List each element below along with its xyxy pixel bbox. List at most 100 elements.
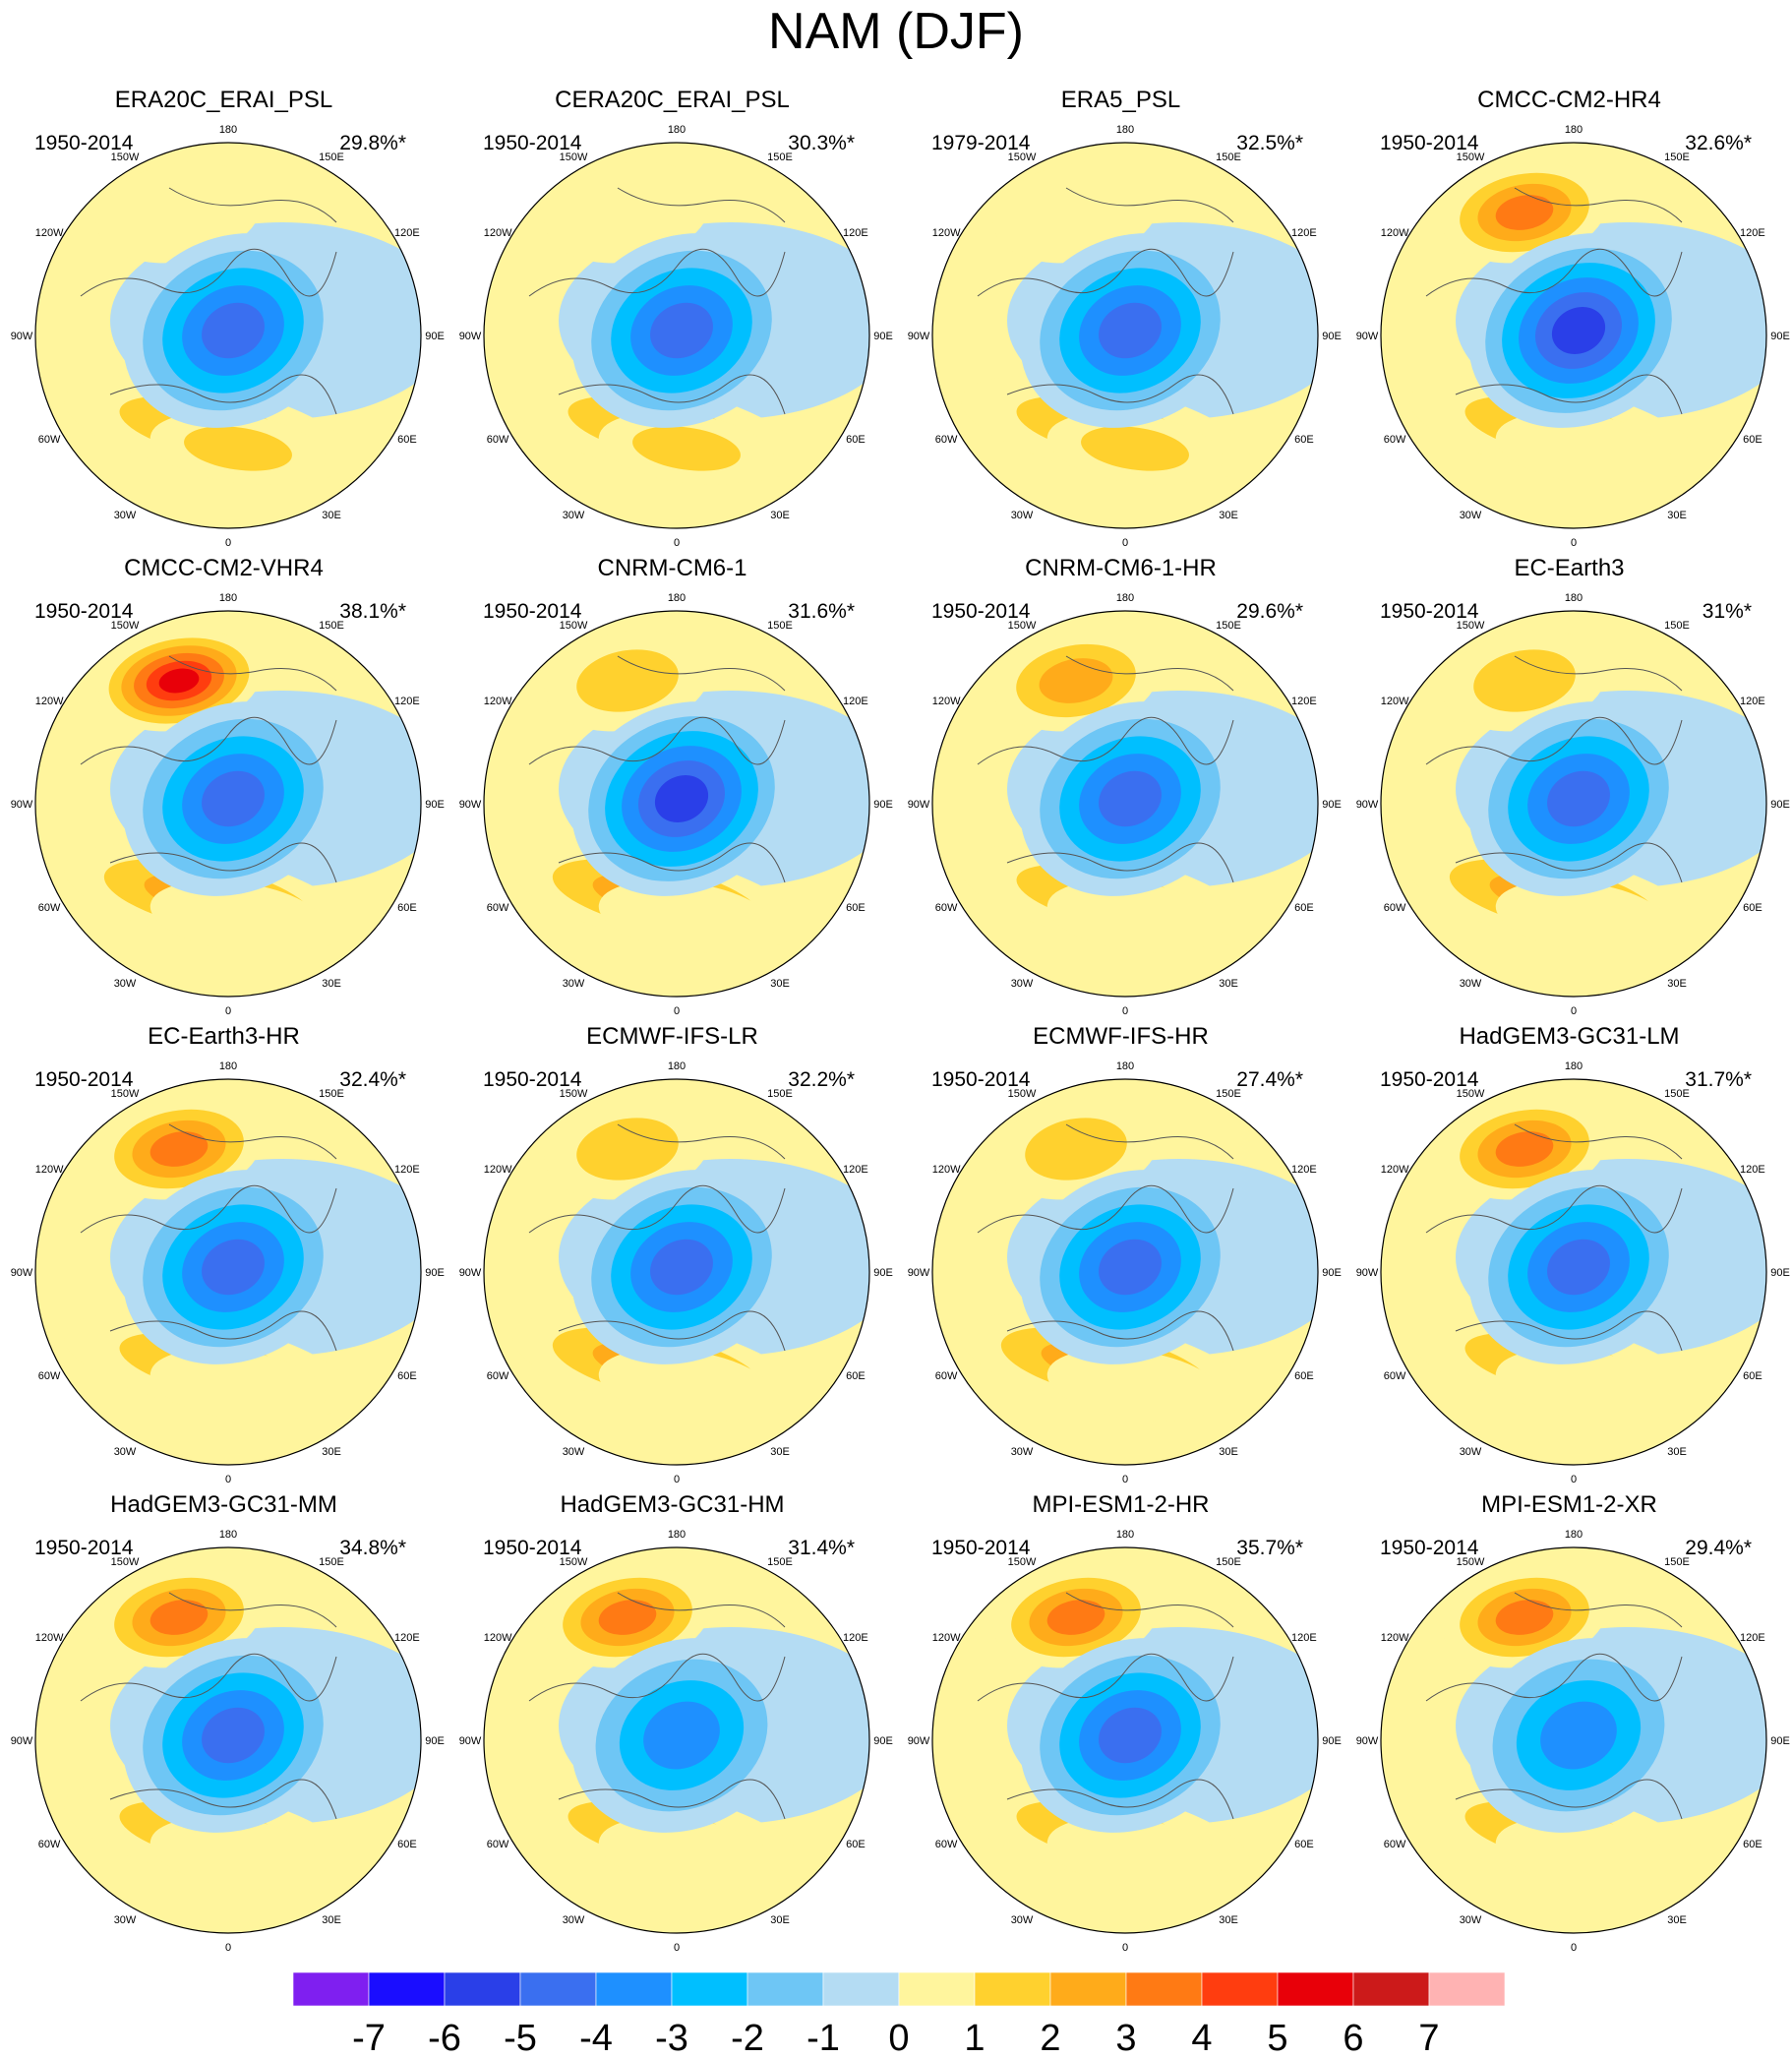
- longitude-label: 150E: [767, 1556, 793, 1568]
- pacific-high-contour-6: [158, 668, 200, 694]
- europe-high-contour-2: [184, 426, 292, 471]
- longitude-label: 150E: [1216, 151, 1241, 163]
- longitude-label: 30E: [770, 1914, 790, 1926]
- longitude-label: 30E: [770, 978, 790, 990]
- colorbar-swatch: [747, 1972, 824, 2006]
- map-panel: 180 150E 120E 90E 60E 30E 0 30W 60W 90W 120W 150W CN…: [448, 468, 896, 1017]
- colorbar-swatch: [519, 1972, 597, 2006]
- longitude-label: 180: [219, 592, 237, 604]
- panel-variance: 34.8%*: [339, 1537, 406, 1559]
- longitude-label: 90E: [1322, 331, 1342, 342]
- longitude-label: 90E: [873, 1267, 893, 1279]
- europe-high-contour-2: [1081, 426, 1189, 471]
- longitude-label: 60E: [397, 902, 417, 914]
- map-panel: 180 150E 120E 90E 60E 30E 0 30W 60W 90W 120W 150W CM…: [1345, 0, 1792, 549]
- coastlines: [80, 1123, 337, 1352]
- longitude-label: 90W: [11, 331, 33, 342]
- polar-map: 180 150E 120E 90E 60E 30E 0 30W 60W 90W 120W 150W: [1356, 124, 1790, 549]
- longitude-label: 30E: [1219, 978, 1238, 990]
- longitude-label: 60E: [1294, 434, 1314, 446]
- longitude-label: 90E: [425, 1267, 445, 1279]
- map-border: [931, 1078, 1319, 1466]
- longitude-label: 30E: [1219, 510, 1238, 521]
- longitude-label: 90E: [873, 799, 893, 811]
- colorbar-swatch: [444, 1972, 521, 2006]
- panel-period: 1950-2014: [1380, 600, 1479, 623]
- longitude-label: 60W: [935, 434, 958, 446]
- longitude-label: 180: [219, 1060, 237, 1072]
- longitude-label: 120W: [484, 227, 512, 239]
- coastlines: [528, 187, 786, 415]
- longitude-label: 90W: [908, 1735, 930, 1747]
- pacific-high-contour-4: [598, 1600, 657, 1635]
- longitude-label: 0: [674, 537, 680, 549]
- longitude-label: 30E: [1667, 510, 1687, 521]
- arctic-low-contour-5: [202, 770, 265, 827]
- polar-map: 180 150E 120E 90E 60E 30E 0 30W 60W 90W 120W 150W: [459, 1060, 893, 1485]
- longitude-label: 150E: [767, 151, 793, 163]
- longitude-label: 60W: [38, 1370, 61, 1382]
- longitude-label: 30W: [114, 1446, 137, 1458]
- longitude-label: 60E: [1743, 1370, 1762, 1382]
- longitude-label: 150W: [1457, 151, 1485, 163]
- longitude-label: 90W: [1356, 331, 1379, 342]
- longitude-label: 120W: [932, 227, 961, 239]
- longitude-label: 90W: [1356, 799, 1379, 811]
- map-panel: 180 150E 120E 90E 60E 30E 0 30W 60W 90W 120W 150W EC…: [1345, 468, 1792, 1017]
- coastlines: [528, 1592, 786, 1820]
- longitude-label: 150E: [767, 1088, 793, 1100]
- longitude-label: 30E: [770, 510, 790, 521]
- polar-map: 180 150E 120E 90E 60E 30E 0 30W 60W 90W 120W 150W: [1356, 1060, 1790, 1485]
- panel-title: MPI-ESM1-2-HR: [1032, 1491, 1210, 1518]
- longitude-label: 60W: [487, 434, 509, 446]
- longitude-label: 0: [674, 1474, 680, 1485]
- arctic-low-contour-5: [1099, 1707, 1162, 1764]
- arctic-low-contour-5: [1099, 302, 1162, 359]
- longitude-label: 60W: [1384, 1370, 1406, 1382]
- map-border: [34, 142, 422, 529]
- panel-title: EC-Earth3: [1514, 555, 1625, 581]
- colorbar-label: -4: [579, 2018, 613, 2059]
- map-border: [1380, 1546, 1767, 1934]
- colorbar-swatch: [293, 1972, 370, 2006]
- longitude-label: 120E: [394, 227, 420, 239]
- panel-variance: 27.4%*: [1236, 1068, 1303, 1091]
- panel-period: 1950-2014: [931, 1537, 1031, 1559]
- longitude-label: 60E: [1743, 434, 1762, 446]
- longitude-label: 60W: [487, 1370, 509, 1382]
- panel-variance: 29.8%*: [339, 132, 406, 154]
- longitude-label: 150E: [319, 1088, 344, 1100]
- coastlines: [977, 655, 1234, 883]
- longitude-label: 90W: [459, 331, 482, 342]
- europe-high-contour-1: [598, 1349, 775, 1422]
- colorbar-swatch: [898, 1972, 976, 2006]
- panel-title: HadGEM3-GC31-MM: [110, 1491, 337, 1518]
- longitude-label: 60W: [1384, 1839, 1406, 1850]
- longitude-label: 120W: [35, 227, 64, 239]
- longitude-label: 120W: [35, 1164, 64, 1176]
- colorbar-swatch: [1277, 1972, 1354, 2006]
- longitude-label: 90E: [1322, 799, 1342, 811]
- map-border: [931, 1546, 1319, 1934]
- longitude-label: 150E: [319, 1556, 344, 1568]
- panel-period: 1950-2014: [34, 600, 134, 623]
- longitude-label: 120W: [1381, 1632, 1409, 1644]
- polar-map: 180 150E 120E 90E 60E 30E 0 30W 60W 90W 120W 150W: [908, 124, 1342, 549]
- longitude-label: 0: [1122, 1474, 1128, 1485]
- longitude-label: 150W: [1008, 1088, 1037, 1100]
- longitude-label: 150W: [560, 1556, 588, 1568]
- longitude-label: 60W: [935, 902, 958, 914]
- coastlines: [528, 655, 786, 883]
- longitude-label: 150W: [111, 620, 140, 632]
- longitude-label: 180: [668, 1060, 686, 1072]
- longitude-label: 120E: [1291, 1632, 1317, 1644]
- map-panel: 180 150E 120E 90E 60E 30E 0 30W 60W 90W 120W 150W Ha…: [0, 1405, 448, 1954]
- map-panel: 180 150E 120E 90E 60E 30E 0 30W 60W 90W 120W 150W MP…: [897, 1405, 1344, 1954]
- longitude-label: 120E: [843, 1164, 868, 1176]
- panel-title: ERA20C_ERAI_PSL: [114, 87, 333, 113]
- longitude-label: 90E: [1770, 331, 1790, 342]
- panel-period: 1950-2014: [1380, 132, 1479, 154]
- longitude-label: 90E: [425, 331, 445, 342]
- longitude-label: 60E: [397, 1839, 417, 1850]
- longitude-label: 150E: [1664, 1556, 1690, 1568]
